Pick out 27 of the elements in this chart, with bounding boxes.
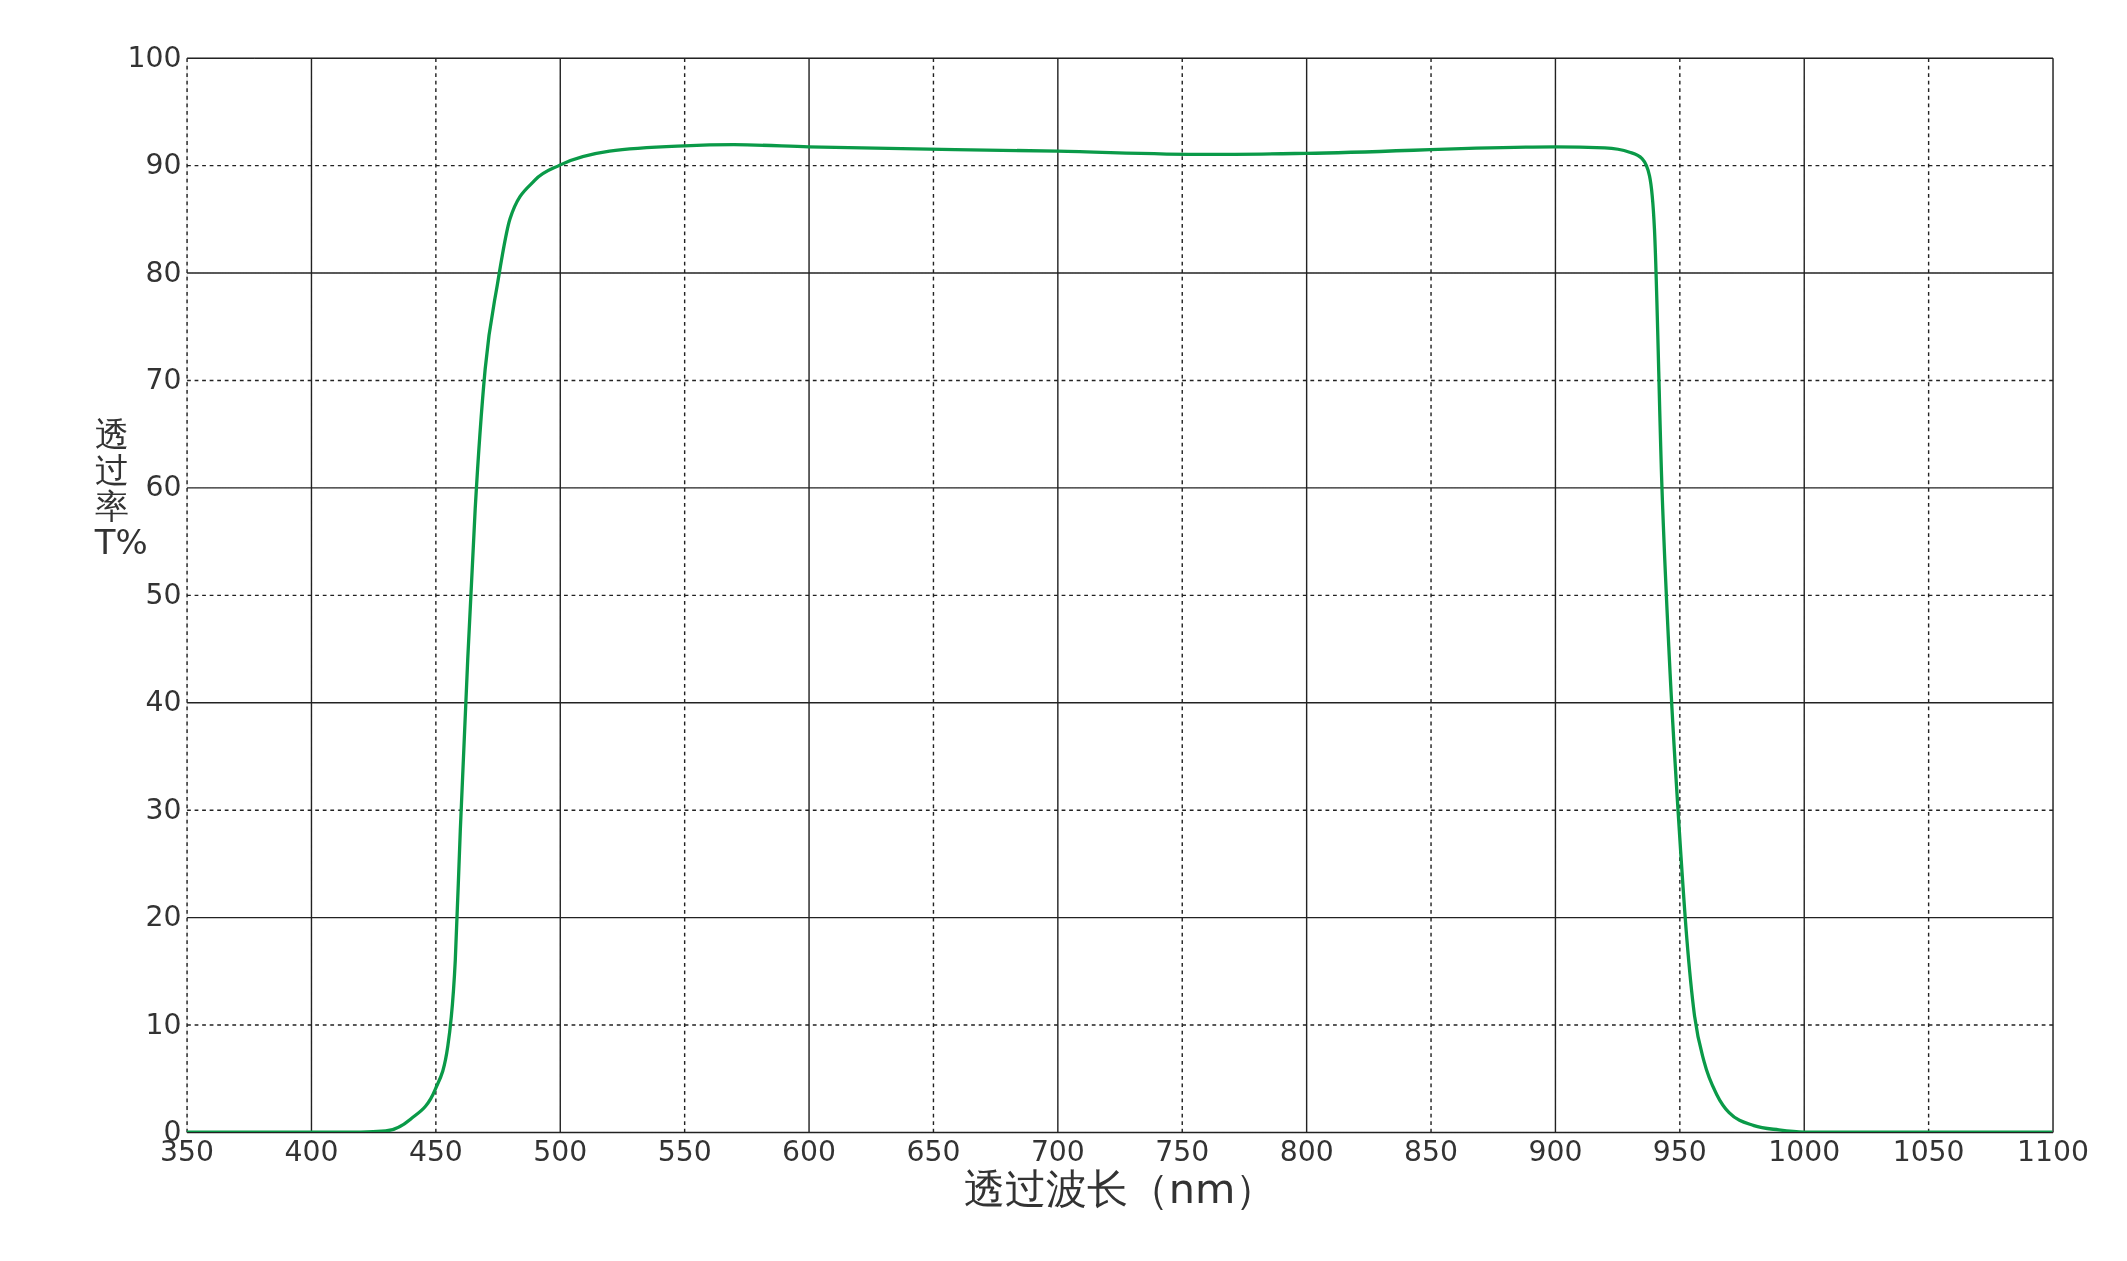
x-tick-label: 900 [1528,1134,1583,1168]
x-tick-label: 1100 [2017,1134,2089,1168]
x-tick-label: 950 [1652,1134,1707,1168]
x-tick-label: 1050 [1892,1134,1965,1168]
x-tick-label: 850 [1404,1134,1459,1168]
y-axis-title: 透过率T% [93,415,148,562]
y-tick-label: 90 [145,148,182,182]
y-tick-label: 60 [145,470,182,504]
x-tick-label: 1000 [1768,1134,1841,1168]
x-axis-title: 透过波长（nm） [963,1165,1277,1214]
y-tick-label: 30 [145,792,182,826]
x-tick-label: 650 [906,1134,961,1168]
y-tick-label: 100 [127,40,182,74]
x-tick-label: 550 [657,1134,712,1168]
x-tick-label: 750 [1155,1134,1210,1168]
x-tick-label: 500 [533,1134,588,1168]
y-tick-label: 40 [145,685,182,719]
y-tick-label: 20 [145,900,182,934]
x-tick-label: 600 [782,1134,837,1168]
x-tick-label: 700 [1030,1134,1085,1168]
x-tick-label: 400 [284,1134,339,1168]
y-tick-label: 50 [145,577,182,611]
x-tick-label: 450 [408,1134,463,1168]
y-tick-label: 10 [145,1007,182,1041]
x-tick-label: 800 [1279,1134,1334,1168]
y-tick-label: 70 [145,362,182,396]
y-tick-label: 80 [145,255,182,289]
